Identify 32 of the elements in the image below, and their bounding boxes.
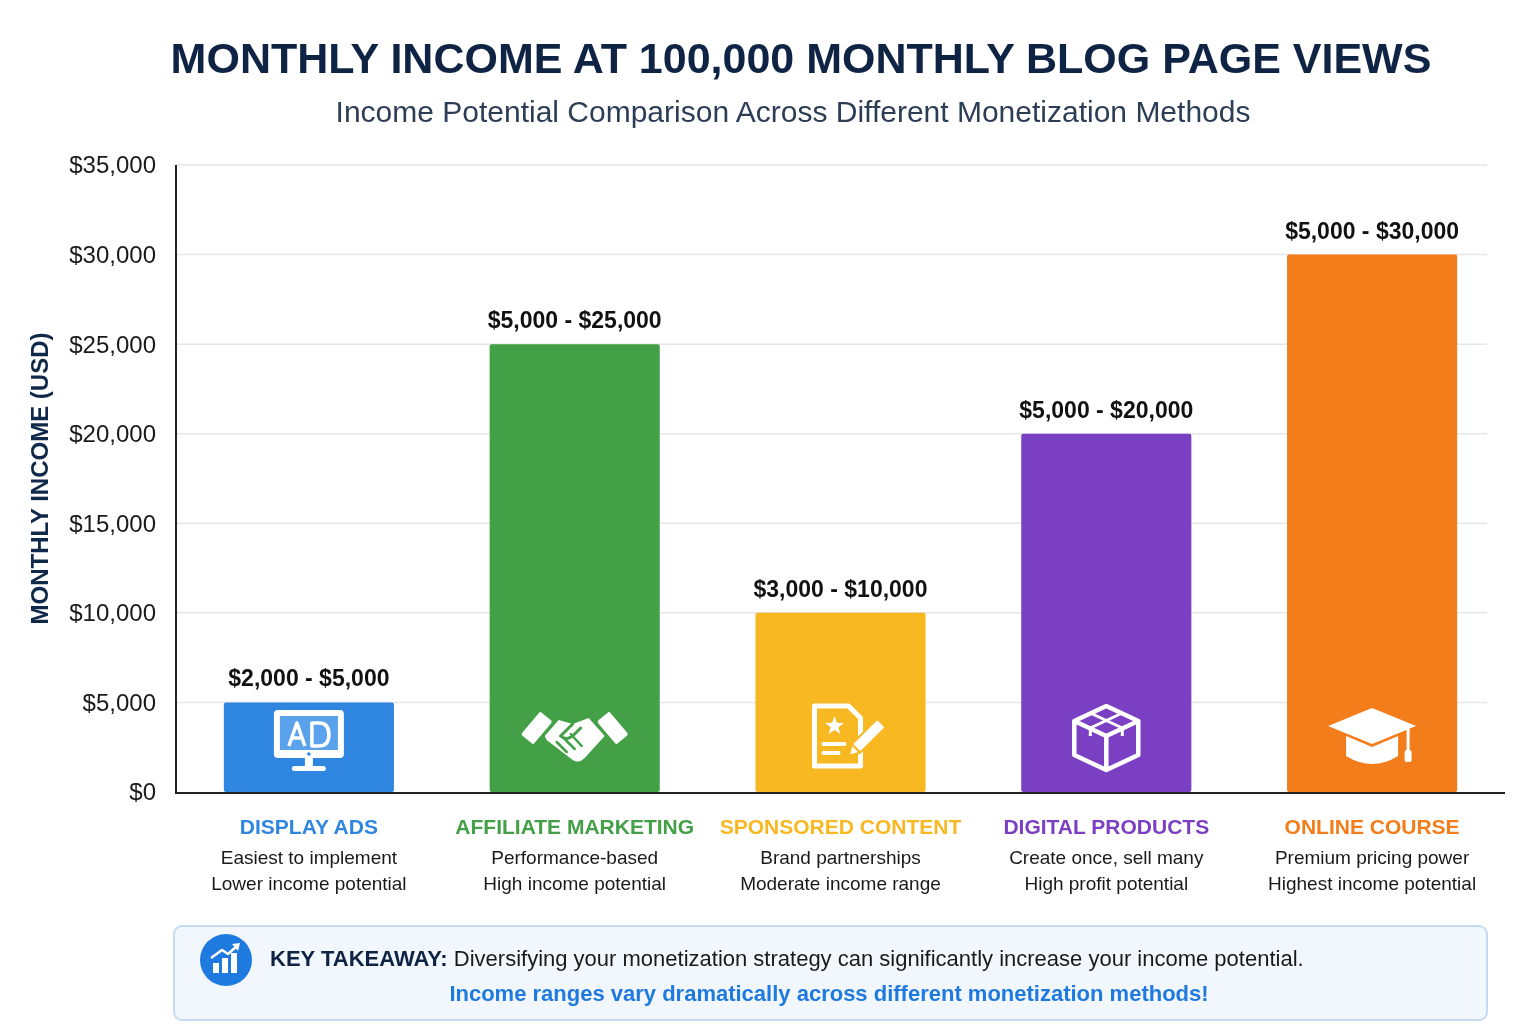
annotation: $5,000 - $30,000 [1285,217,1460,244]
y-tick-label: $10,000 [69,599,156,627]
annotation: $5,000 - $20,000 [1019,396,1194,423]
x-tick-label: ONLINE COURSE [1284,815,1460,838]
y-tick-label: $5,000 [82,688,156,716]
y-tick-label: $35,000 [69,151,156,179]
chart-title: MONTHLY INCOME AT 100,000 MONTHLY BLOG PAGE VIEWS [170,34,1432,82]
bar [489,344,660,792]
annotation: $3,000 - $10,000 [753,575,928,602]
x-tick-label: DIGITAL PRODUCTS [1003,815,1210,838]
x-tick-label: AFFILIATE MARKETING [455,815,695,838]
y-tick-label: $0 [129,778,156,806]
y-tick-label: $15,000 [69,509,156,537]
y-tick-label: $30,000 [69,240,156,268]
text: KEY TAKEAWAY: Diversifying your monetization strategy can significantly increase your income potential. [270,946,1304,971]
chart-subtitle: Income Potential Comparison Across Different Monetization Methods [335,95,1251,128]
text: Performance-based High income potential [483,847,667,894]
bar [755,612,926,792]
annotation: $2,000 - $5,000 [228,665,390,692]
x-tick-label: DISPLAY ADS [239,815,378,838]
y-tick-label: $20,000 [69,420,156,448]
text: Easiest to implement Lower income potential [211,847,407,894]
annotation: $5,000 - $25,000 [487,307,662,334]
text: Create once, sell many High profit potential [1009,847,1204,894]
text: Brand partnerships Moderate income range [740,847,941,894]
text: Premium pricing power Highest income potential [1268,847,1477,894]
text: Income ranges vary dramatically across different monetization methods! [449,981,1209,1006]
y-axis-title: MONTHLY INCOME (USD) [26,332,53,625]
bar [1287,254,1458,792]
bar [1021,433,1192,792]
y-tick-label: $25,000 [69,330,156,358]
x-tick-label: SPONSORED CONTENT [719,815,962,838]
